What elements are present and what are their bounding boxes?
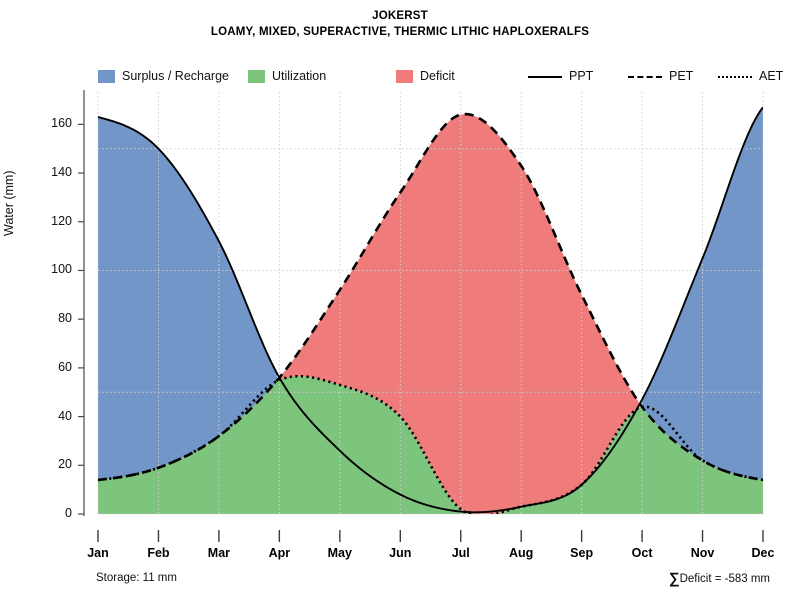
legend-swatch-icon: [248, 69, 265, 83]
sigma-icon: ∑: [668, 570, 680, 587]
deficit-note-text: Deficit = -583 mm: [679, 573, 770, 585]
x-tick-label-jul: Jul: [451, 546, 470, 560]
legend-line-icon: [628, 70, 662, 83]
x-tick-label-oct: Oct: [631, 546, 653, 560]
y-tick-label: 80: [58, 311, 72, 326]
x-tick-label-dec: Dec: [751, 546, 775, 560]
page-title-line2: LOAMY, MIXED, SUPERACTIVE, THERMIC LITHI…: [210, 26, 590, 38]
legend-swatch-icon: [396, 69, 413, 83]
band-utilization: [98, 376, 763, 514]
x-tick-label-mar: Mar: [207, 546, 231, 560]
x-tick-label-aug: Aug: [509, 546, 534, 560]
y-tick-label: 160: [51, 116, 72, 131]
legend-item-deficit[interactable]: Deficit: [396, 66, 455, 86]
legend-item-ppt[interactable]: PPT: [528, 66, 593, 86]
curve-pet: [98, 112, 763, 482]
legend-label: AET: [759, 69, 784, 83]
y-tick-label: 20: [58, 457, 72, 472]
x-tick-label-feb: Feb: [147, 546, 170, 560]
band-surplus: [98, 117, 277, 480]
legend-label: PET: [669, 69, 694, 83]
y-tick-label: 140: [51, 165, 72, 180]
legend-line-icon: [528, 70, 562, 83]
y-tick-label: 100: [51, 262, 72, 277]
axis-lines: [78, 90, 764, 542]
band-surplus: [642, 107, 763, 480]
y-tick-label: 120: [51, 213, 72, 228]
legend-label: Surplus / Recharge: [122, 69, 230, 83]
x-tick-label-apr: Apr: [268, 546, 291, 560]
x-tick-label-jan: Jan: [87, 546, 109, 560]
grid-lines: [97, 92, 764, 515]
legend-label: Utilization: [272, 69, 327, 83]
legend-item-pet[interactable]: PET: [628, 66, 693, 86]
chart-legend: Surplus / Recharge Utilization Deficit PPT P…: [98, 66, 783, 86]
y-tick-label: 0: [65, 506, 72, 520]
x-tick-label-may: May: [327, 546, 352, 560]
legend-line-icon: [718, 70, 752, 83]
x-tick-label-nov: Nov: [690, 546, 715, 560]
band-deficit: [276, 114, 640, 514]
legend-item-aet[interactable]: AET: [718, 66, 783, 86]
legend-label: Deficit: [420, 69, 455, 83]
page-title-line1: JOKERST: [372, 10, 428, 22]
y-tick-label: 40: [58, 408, 72, 423]
legend-item-surplus-recharge[interactable]: Surplus / Recharge: [98, 66, 229, 86]
y-axis-label: Water (mm): [2, 170, 16, 237]
storage-note: Storage: 11 mm: [96, 572, 177, 584]
curve-ppt: [98, 106, 763, 514]
deficit-note: ∑Deficit = -583 mm: [669, 570, 770, 587]
x-tick-label-sep: Sep: [570, 546, 594, 560]
curve-aet: [98, 374, 763, 514]
fill-bands: [98, 107, 763, 514]
curves: [98, 106, 763, 514]
y-tick-label: 60: [58, 359, 72, 374]
legend-label: PPT: [569, 69, 594, 83]
legend-item-utilization[interactable]: Utilization: [248, 66, 326, 86]
x-tick-label-jun: Jun: [389, 546, 412, 560]
chart-title: JOKERST LOAMY, MIXED, SUPERACTIVE, THERM…: [0, 8, 800, 40]
legend-swatch-icon: [98, 69, 115, 83]
